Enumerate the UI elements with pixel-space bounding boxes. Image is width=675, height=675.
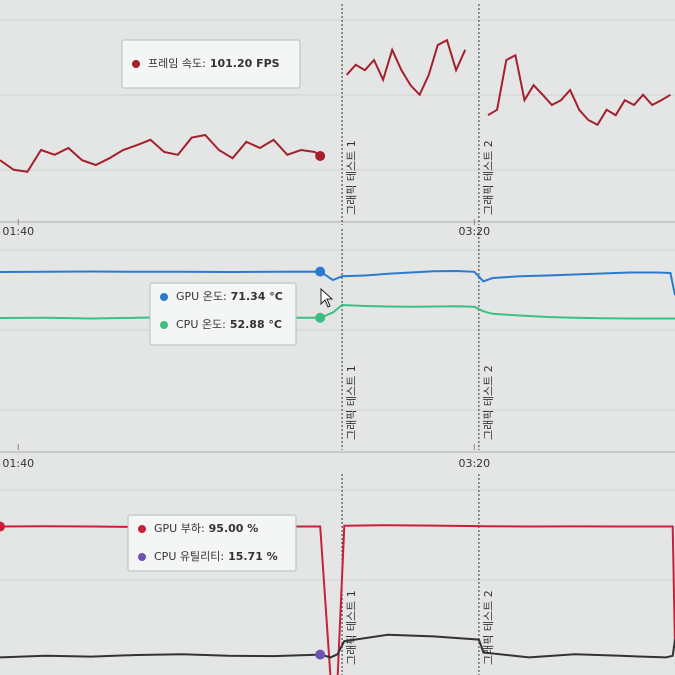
mouse-cursor: [320, 288, 334, 308]
tooltip: GPU 온도: 71.34 °C CPU 온도: 52.88 °C: [149, 282, 297, 346]
tooltip-value: 71.34 °C: [231, 290, 283, 303]
legend-dot: [138, 553, 146, 561]
tooltip-box: [149, 282, 297, 346]
x-tick-label: 03:20: [458, 225, 490, 238]
tooltip-box: [121, 39, 301, 89]
tooltip: GPU 부하: 95.00 % CPU 유틸리티: 15.71 %: [127, 514, 297, 572]
tooltip-box: [127, 514, 297, 572]
tooltip-dot: [0, 521, 5, 532]
legend-dot: [138, 525, 146, 533]
test-label: 그래픽 테스트 2: [482, 140, 495, 215]
background-grid: [0, 19, 675, 581]
tooltip-name: 프레임 속도:: [148, 57, 206, 70]
tooltip-value: 101.20 FPS: [210, 57, 280, 70]
tooltip-value: 15.71 %: [228, 550, 278, 563]
tooltip-value: 95.00 %: [209, 522, 259, 535]
test-label: 그래픽 테스트 1: [345, 590, 358, 665]
tooltip-dot: [315, 151, 326, 161]
tooltip-name: GPU 부하:: [154, 521, 205, 535]
legend-dot: [160, 321, 168, 329]
tooltip-dot: [315, 266, 326, 277]
x-tick-label: 01:40: [2, 457, 34, 470]
x-tick-label: 01:40: [2, 225, 34, 238]
test-label: 그래픽 테스트 2: [482, 590, 495, 665]
tooltip-dot: [315, 649, 326, 660]
test-label: 그래픽 테스트 1: [345, 365, 358, 440]
tooltip-dot: [315, 312, 326, 323]
legend-dot: [132, 60, 140, 68]
tooltip-name: GPU 온도:: [176, 290, 227, 303]
tooltip-name: CPU 온도:: [176, 318, 226, 331]
legend-dot: [160, 293, 168, 301]
x-tick-label: 03:20: [458, 457, 490, 470]
series-line: [0, 303, 675, 320]
test-label: 그래픽 테스트 1: [345, 140, 358, 215]
tooltip: 프레임 속도: 101.20 FPS: [121, 39, 301, 89]
tooltip-value: 52.88 °C: [230, 318, 282, 331]
series-line: [0, 633, 675, 659]
series-line: [0, 269, 675, 296]
series-line: [0, 38, 671, 173]
test-label: 그래픽 테스트 2: [482, 365, 495, 440]
tooltip-name: CPU 유틸리티:: [154, 550, 224, 563]
